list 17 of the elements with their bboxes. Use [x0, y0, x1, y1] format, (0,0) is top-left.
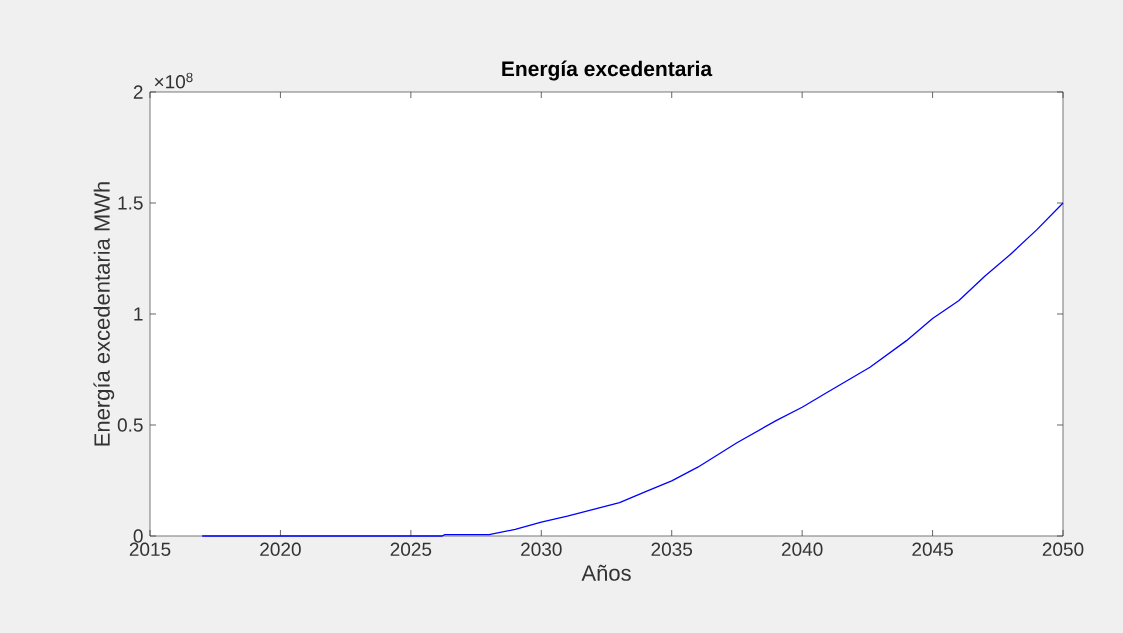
x-tick-label: 2025 [390, 542, 432, 556]
chart-title: Energía excedentaria [502, 60, 713, 81]
y-tick-label: 0 [133, 529, 143, 543]
y-tick-label: 1 [134, 307, 143, 321]
x-tick-label: 2040 [781, 542, 823, 556]
y-axis-title: Energía excedentaria MWh [93, 182, 115, 446]
x-axis-title: Años [581, 564, 631, 581]
text: ×10$^{8}$ [154, 72, 193, 89]
x-tick-label: 2030 [521, 542, 562, 556]
x-tick-label: 2050 [1042, 542, 1084, 556]
x-tick-label: 2020 [260, 542, 301, 556]
x-tick-label: 2045 [912, 542, 953, 556]
y-tick-label: 2 [133, 85, 143, 99]
y-tick-label: 0.5 [117, 418, 143, 432]
y-tick-label: 1.5 [118, 196, 143, 210]
x-tick-label: 2035 [651, 542, 693, 556]
x-tick-label: 2015 [129, 542, 171, 556]
